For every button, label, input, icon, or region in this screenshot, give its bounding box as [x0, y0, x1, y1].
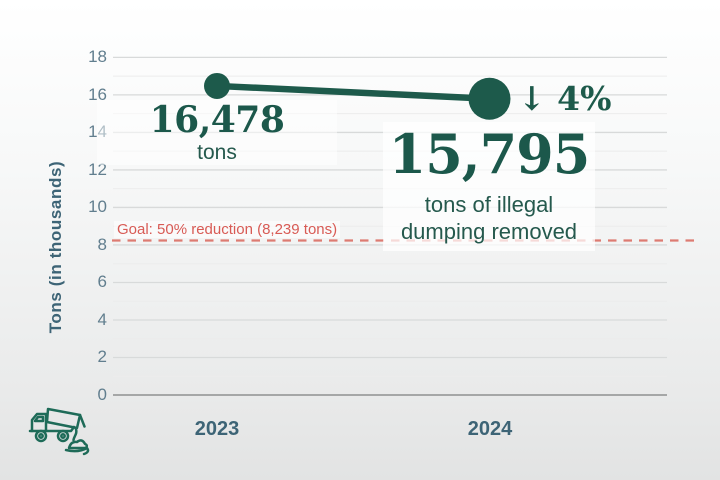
truck-wheel-front — [34, 429, 48, 443]
data-point-2023 — [204, 72, 230, 99]
y-axis-tick-label: 2 — [97, 347, 107, 367]
y-axis-title: Tons (in thousands) — [46, 160, 65, 334]
y-axis-tick-label: 18 — [88, 47, 107, 67]
goal-line-label: Goal: 50% reduction (8,239 tons) — [114, 221, 341, 238]
truck-debris-pile — [67, 439, 89, 450]
caption-2024-line1: tons of illegal — [424, 192, 554, 217]
truck-frame — [28, 425, 76, 433]
truck-window — [33, 415, 45, 423]
y-axis-tick-label: 4 — [97, 309, 107, 329]
data-label-2023: 16,478 tons — [97, 100, 337, 165]
caption-2023: tons — [197, 141, 237, 164]
truck-tailgate — [78, 413, 86, 428]
value-2023: 16,478 — [149, 99, 285, 141]
x-axis-label-2023: 2023 — [194, 418, 240, 440]
caption-2024: tons of illegal dumping removed — [383, 191, 595, 245]
data-point-2024 — [468, 77, 511, 120]
y-axis-tick-label: 8 — [97, 234, 107, 254]
truck-wheel-hub-rear — [60, 433, 66, 439]
data-label-2024: 15,795 tons of illegal dumping removed — [383, 122, 595, 251]
truck-wheel-hub-front — [38, 433, 44, 439]
truck-cab — [30, 412, 48, 433]
y-axis-tick-label: 10 — [88, 197, 107, 217]
percent-change-label: ↓ 4% — [518, 79, 612, 118]
x-axis-label-2024: 2024 — [467, 418, 513, 440]
truck-wheel-rear — [56, 429, 70, 443]
series-line — [216, 82, 490, 102]
dump-truck-icon — [28, 407, 90, 456]
truck-bed — [45, 407, 82, 430]
y-axis-tick-label: 0 — [97, 385, 107, 404]
value-2024: 15,795 — [388, 122, 591, 186]
caption-2024-line2: dumping removed — [400, 219, 578, 244]
truck-ground-swoosh — [64, 446, 90, 456]
truck-debris-fall — [72, 427, 78, 442]
y-axis-tick-label: 16 — [88, 84, 107, 104]
y-axis-tick-label: 6 — [97, 272, 107, 292]
